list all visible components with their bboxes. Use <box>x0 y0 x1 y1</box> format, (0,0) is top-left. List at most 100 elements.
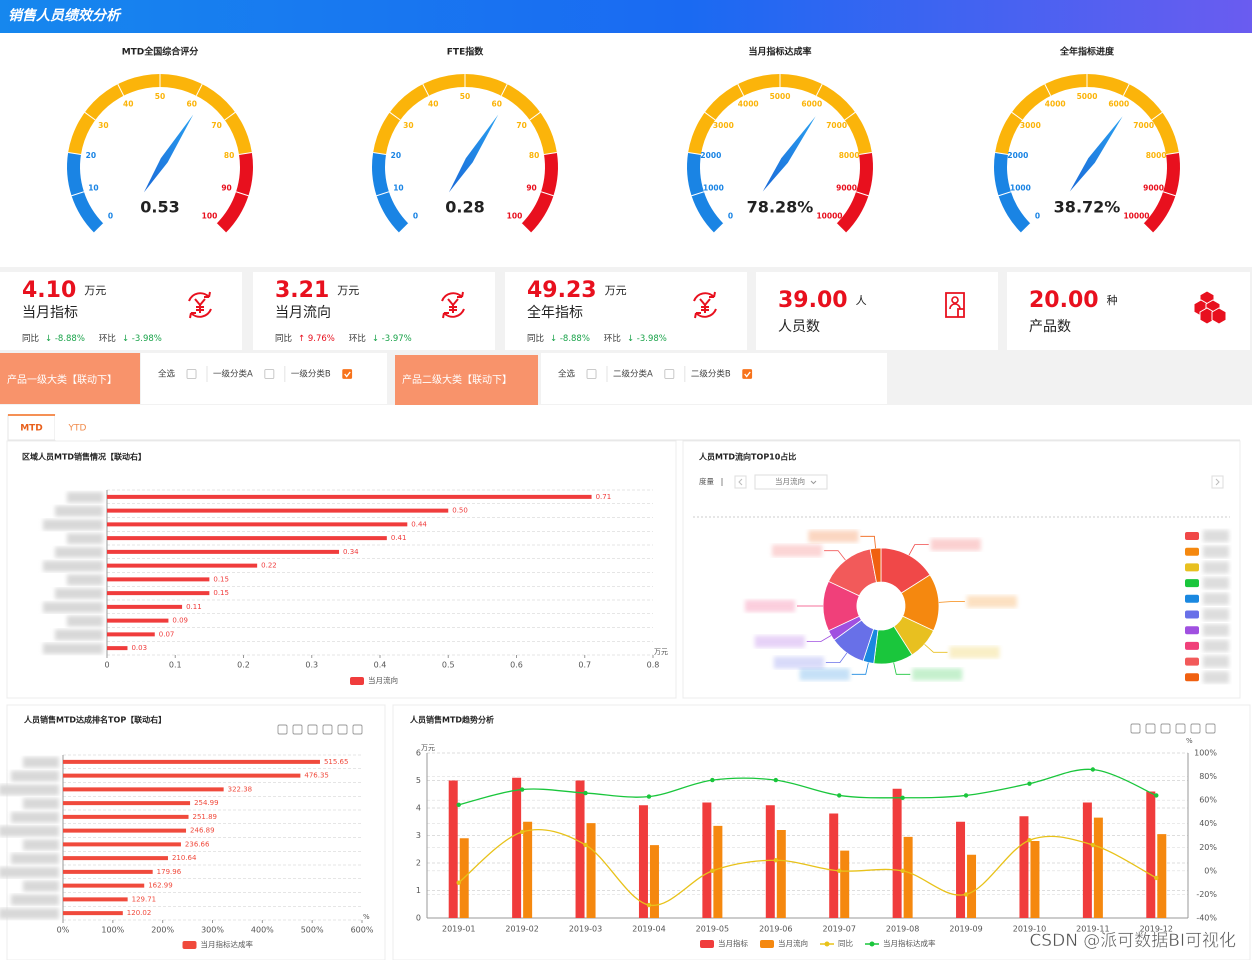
x-tick-label: 400% <box>251 926 274 935</box>
kpi-value-line: 4.10 万元 <box>22 278 106 303</box>
gauge-tick <box>704 111 716 121</box>
blurred-name <box>55 629 103 641</box>
value-label: 129.71 <box>132 895 157 903</box>
toolbox-icon[interactable] <box>277 724 288 735</box>
bar <box>840 850 850 918</box>
gauge-band <box>373 74 557 155</box>
tab-label[interactable]: YTD <box>68 424 87 434</box>
bar <box>63 773 301 778</box>
line-point <box>773 777 778 783</box>
bar <box>63 828 187 833</box>
gauge-tick-label: 100 <box>202 211 218 220</box>
blurred-legend-name <box>1203 639 1229 652</box>
tab[interactable] <box>55 415 100 440</box>
gauge-tick <box>373 151 387 155</box>
gauge-tick-label: 60 <box>187 100 197 109</box>
gauge-tick <box>235 191 249 197</box>
bar <box>107 646 128 651</box>
leader-line <box>825 652 848 664</box>
tab[interactable] <box>7 414 56 441</box>
gauge-tick <box>1162 191 1176 197</box>
measure-value[interactable]: 当月流向 <box>775 476 805 486</box>
value-label: 246.89 <box>190 827 215 835</box>
blurred-slice-name <box>773 656 824 669</box>
bar <box>1030 841 1040 918</box>
toolbox-icon[interactable] <box>1190 723 1201 734</box>
checkbox[interactable] <box>264 369 275 379</box>
gauge-tick-label: 2000 <box>1007 151 1028 160</box>
gauge-band <box>68 73 252 155</box>
gauge-tick-label: 30 <box>403 121 413 130</box>
toolbox-icon[interactable] <box>1130 723 1141 734</box>
value-label: 0.50 <box>452 507 468 515</box>
gauge-tick-label: 0 <box>1035 211 1040 220</box>
bar <box>107 577 210 582</box>
gauge-tick-label: 40 <box>428 100 438 109</box>
y2-tick-label: -40% <box>1196 914 1217 923</box>
x-tick-label: 0.4 <box>374 661 387 670</box>
checkbox[interactable] <box>586 369 597 379</box>
line-point <box>837 868 842 874</box>
gauge-tick <box>238 151 252 155</box>
gauge-tick-label: 90 <box>526 184 536 193</box>
x-tick-label: 0.8 <box>647 661 660 670</box>
blurred-name <box>43 560 103 572</box>
toolbox-icon[interactable] <box>322 724 333 735</box>
bar <box>903 836 913 918</box>
mom-value: ↓ -3.97% <box>372 334 412 344</box>
line-point <box>519 787 525 792</box>
bar <box>575 780 585 918</box>
toolbox-icon[interactable] <box>1160 723 1171 734</box>
legend-dot <box>869 941 875 947</box>
toolbox-icon[interactable] <box>1205 723 1216 734</box>
blurred-name <box>55 547 103 558</box>
blurred-name <box>0 867 59 878</box>
prev-button[interactable] <box>734 475 747 489</box>
gauge-tick-label: 10000 <box>816 211 842 220</box>
checkbox[interactable] <box>186 369 197 379</box>
line-point <box>1154 875 1159 881</box>
gauge-tick-label: 1000 <box>703 184 724 193</box>
gauge-tick-label: 70 <box>516 121 526 130</box>
checkbox[interactable] <box>664 369 675 379</box>
leader-line <box>851 662 869 675</box>
x-tick-label: 2019-03 <box>569 925 602 934</box>
gauge-tick <box>93 223 104 234</box>
bar <box>63 801 191 806</box>
toolbox-icon[interactable] <box>292 724 303 735</box>
toolbox-icon[interactable] <box>337 724 348 735</box>
legend-swatch <box>1185 594 1199 603</box>
toolbox-icon[interactable] <box>307 724 318 735</box>
toolbox-icon[interactable] <box>352 724 363 735</box>
legend-swatch <box>182 941 197 949</box>
value-label: 0.03 <box>131 644 147 652</box>
x-tick-label: 2019-09 <box>949 925 982 934</box>
gauge-band <box>521 152 558 233</box>
checkbox[interactable] <box>342 369 353 379</box>
icon-cube <box>1211 307 1227 325</box>
kpi-unit: 万元 <box>605 284 627 297</box>
legend-swatch <box>1185 626 1199 635</box>
legend-swatch <box>350 677 364 685</box>
legend-label: 当月指标达成率 <box>883 938 936 948</box>
toolbox-icon[interactable] <box>1145 723 1156 734</box>
legend-swatch <box>1185 673 1199 682</box>
line-point <box>456 880 461 885</box>
toolbox-icon[interactable] <box>1175 723 1186 734</box>
kpi-icon <box>441 291 465 319</box>
gauge-tick <box>1044 83 1052 96</box>
gauge-tick <box>71 191 85 197</box>
legend-label: 同比 <box>838 938 853 948</box>
value-label: 0.09 <box>172 617 188 625</box>
bar <box>63 842 181 847</box>
line-point <box>583 790 588 796</box>
measure-select[interactable] <box>754 474 828 490</box>
tab-label[interactable]: MTD <box>20 424 43 434</box>
next-button[interactable] <box>1211 475 1224 489</box>
leader-line <box>806 635 832 643</box>
gauge-tick <box>1143 223 1154 234</box>
checkbox[interactable] <box>742 369 753 379</box>
gauge-value: 78.28% <box>747 198 814 217</box>
blurred-name <box>67 533 103 544</box>
